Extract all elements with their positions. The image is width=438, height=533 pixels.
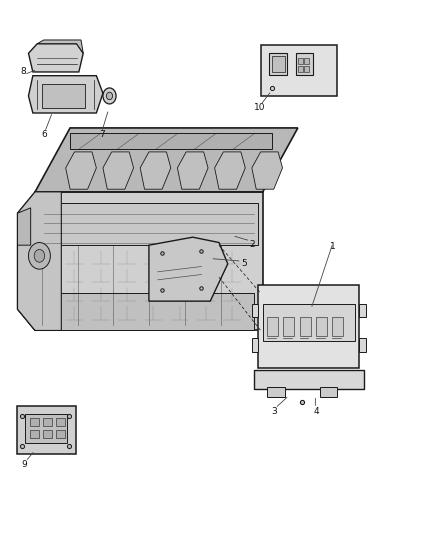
Bar: [316, 317, 327, 336]
Polygon shape: [215, 152, 245, 189]
Polygon shape: [18, 245, 35, 330]
Circle shape: [28, 243, 50, 269]
Bar: [359, 338, 366, 352]
Bar: [25, 414, 67, 443]
Bar: [70, 133, 272, 149]
Bar: [304, 66, 309, 72]
Bar: [304, 58, 309, 64]
Polygon shape: [18, 208, 31, 245]
Bar: [267, 317, 278, 336]
Polygon shape: [37, 40, 83, 53]
Polygon shape: [66, 152, 96, 189]
Bar: [300, 317, 311, 336]
Polygon shape: [177, 152, 208, 189]
Bar: [258, 285, 359, 368]
Text: 7: 7: [99, 131, 105, 139]
Polygon shape: [103, 152, 134, 189]
Bar: [359, 304, 366, 317]
Text: 10: 10: [254, 103, 265, 112]
Bar: [254, 370, 364, 389]
Text: 5: 5: [241, 260, 247, 268]
Polygon shape: [35, 192, 263, 330]
Text: 4: 4: [314, 407, 319, 416]
Bar: [332, 317, 343, 336]
Bar: [261, 45, 337, 96]
Bar: [320, 387, 337, 397]
Polygon shape: [28, 76, 103, 113]
Bar: [298, 58, 303, 64]
Circle shape: [106, 92, 113, 100]
Bar: [39, 203, 258, 245]
Bar: [283, 317, 294, 336]
Polygon shape: [149, 237, 228, 301]
Bar: [298, 66, 303, 72]
Bar: [263, 304, 355, 341]
Bar: [296, 53, 313, 75]
Polygon shape: [35, 128, 298, 192]
Text: 3: 3: [271, 407, 277, 416]
Bar: [17, 406, 76, 454]
Bar: [30, 418, 39, 426]
Text: 6: 6: [41, 131, 47, 139]
Circle shape: [103, 88, 116, 104]
Bar: [56, 418, 65, 426]
Bar: [43, 418, 52, 426]
Bar: [252, 338, 258, 352]
Bar: [56, 430, 65, 438]
Bar: [267, 387, 285, 397]
Polygon shape: [18, 192, 61, 330]
Text: 8: 8: [20, 68, 26, 76]
Text: 1: 1: [330, 242, 336, 251]
Text: 2: 2: [249, 240, 254, 248]
Bar: [272, 56, 285, 72]
Bar: [252, 304, 258, 317]
Polygon shape: [140, 152, 171, 189]
Bar: [269, 53, 287, 75]
Circle shape: [34, 249, 45, 262]
Bar: [44, 293, 254, 330]
Bar: [43, 430, 52, 438]
Bar: [30, 430, 39, 438]
Polygon shape: [18, 192, 35, 330]
Polygon shape: [28, 44, 83, 72]
Text: 9: 9: [21, 461, 28, 469]
Polygon shape: [252, 152, 283, 189]
Bar: [42, 84, 85, 108]
